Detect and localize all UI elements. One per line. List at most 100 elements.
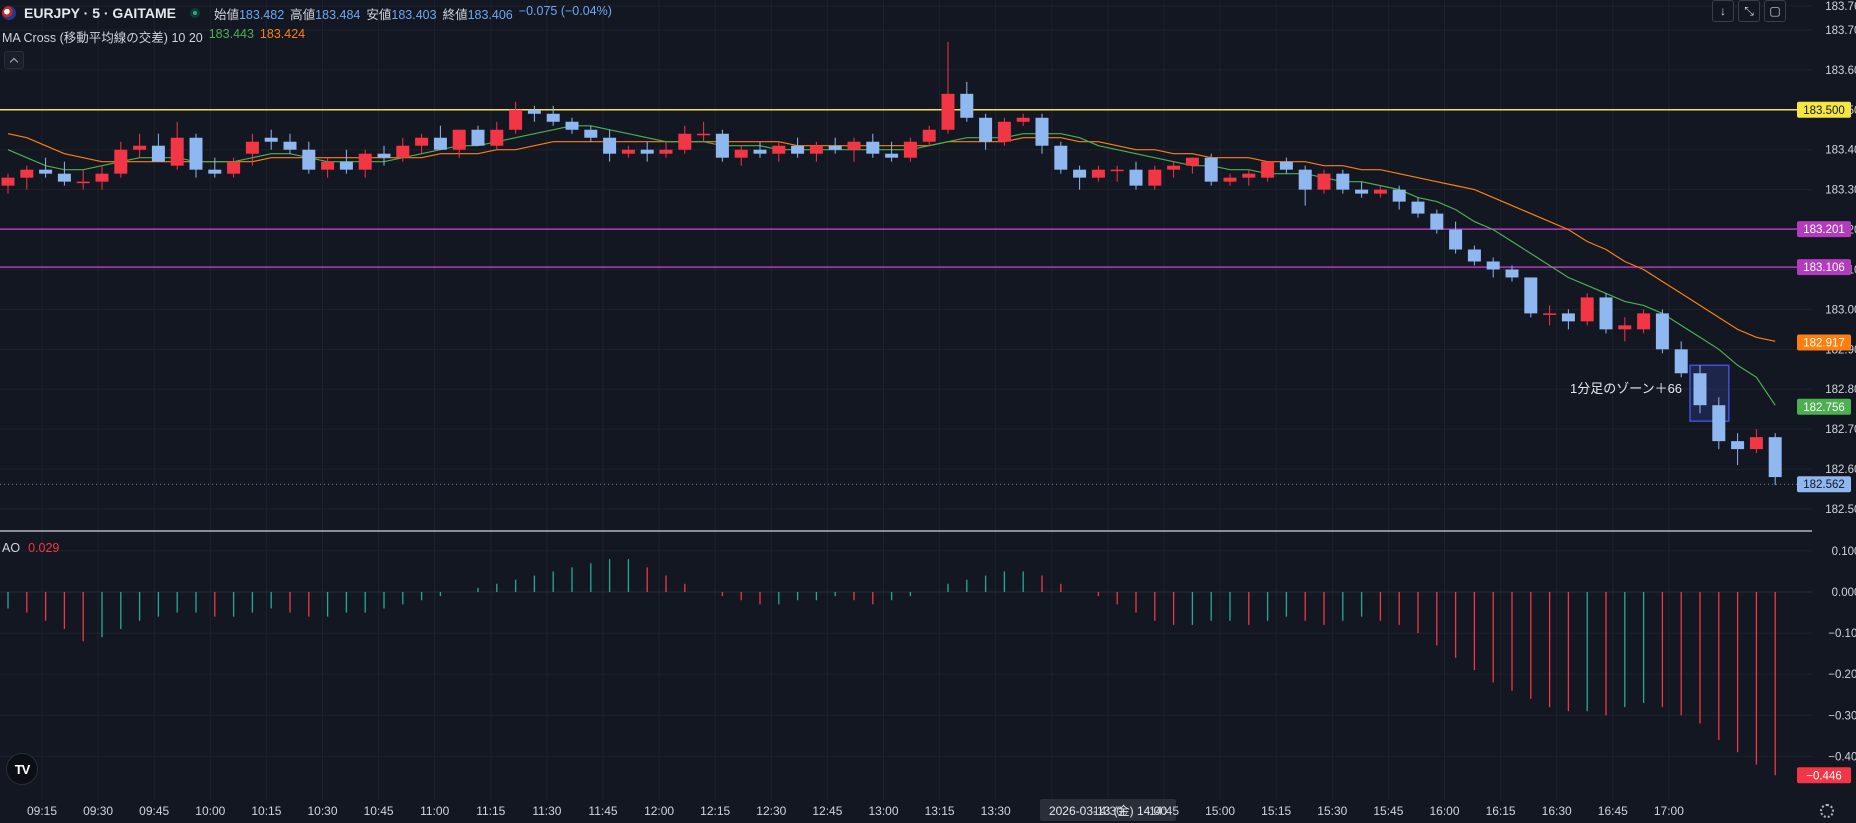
- candle-body: [1486, 261, 1500, 270]
- candle-body: [1129, 169, 1143, 186]
- candle-body: [527, 109, 541, 114]
- time-tick-label: 10:15: [251, 804, 281, 818]
- candle-body: [1505, 269, 1519, 278]
- candle-body: [546, 113, 560, 122]
- low-label: 安値: [366, 7, 392, 22]
- candle-body: [1185, 157, 1199, 166]
- time-tick-label: 12:45: [812, 804, 842, 818]
- time-tick-label: 16:45: [1598, 804, 1628, 818]
- candle-body: [1768, 437, 1782, 478]
- time-tick-label: 10:45: [364, 804, 394, 818]
- time-tick-label: 12:00: [644, 804, 674, 818]
- candle-body: [1543, 313, 1557, 315]
- candle-body: [1073, 169, 1087, 178]
- price-tick-label: 183.760: [1825, 1, 1856, 13]
- horizontal-lines[interactable]: [0, 109, 1812, 485]
- crosshair-date-label: 2026-03-13 (金) 14:00: [1049, 803, 1167, 818]
- maximize-icon[interactable]: ▢: [1764, 0, 1786, 22]
- candle-body: [603, 137, 617, 154]
- collapse-legend-button[interactable]: [4, 51, 24, 69]
- candle-body: [1599, 297, 1613, 330]
- time-tick-label: 17:00: [1654, 804, 1684, 818]
- time-tick-label: 16:00: [1429, 804, 1459, 818]
- price-axis[interactable]: 183.760 183.700 183.600 183.500 183.400 183.3…: [1797, 0, 1856, 823]
- candle-body: [979, 117, 993, 142]
- time-tick-label: 11:30: [532, 804, 561, 818]
- ao-tick-label: 0.000: [1832, 587, 1856, 599]
- tradingview-logo-icon[interactable]: TV: [6, 753, 38, 785]
- ao-histogram: [7, 559, 1776, 776]
- price-tick-label: 182.600: [1825, 464, 1856, 476]
- hline-price-badge-bg: [1797, 101, 1851, 118]
- arrow-down-icon[interactable]: ↓: [1712, 0, 1734, 22]
- price-tick-label: 182.500: [1825, 504, 1856, 516]
- ma-slow-line: [7, 133, 1776, 342]
- candle-body: [922, 129, 936, 142]
- candle-body: [1637, 313, 1651, 330]
- symbol-title[interactable]: EURJPY · 5 · GAITAME: [24, 5, 176, 21]
- ao-tick-label: −0.400: [1828, 751, 1856, 763]
- candle-body: [1731, 441, 1745, 450]
- gear-icon[interactable]: [1820, 804, 1834, 818]
- candle-body: [57, 173, 71, 182]
- candle-body: [415, 137, 429, 146]
- candle-body: [151, 145, 165, 162]
- candle-body: [1749, 437, 1763, 450]
- candle-body: [396, 145, 410, 158]
- zone-annotation[interactable]: 1分足のゾーン＋66: [1570, 381, 1682, 396]
- price-tick-label: 182.800: [1825, 384, 1856, 396]
- candle-body: [377, 153, 391, 158]
- ao-tick-label: −0.100: [1828, 628, 1856, 640]
- price-tick-label: 183.000: [1825, 304, 1856, 316]
- candle-body: [1054, 145, 1068, 170]
- candle-body: [170, 137, 184, 166]
- time-axis[interactable]: 09:15 09:30 09:45 10:00 10:15 10:30 10:45 11:00…: [27, 799, 1684, 821]
- candle-body: [997, 121, 1011, 142]
- chart-toolbar: ↓ ⤡ ▢: [1712, 0, 1786, 22]
- hline-price-badge: 183.500: [1803, 105, 1845, 117]
- candle-body: [753, 149, 767, 154]
- ao-title[interactable]: AO: [2, 541, 21, 555]
- price-tick-label: 183.300: [1825, 185, 1856, 197]
- candle-body: [903, 141, 917, 158]
- time-tick-label: 10:00: [195, 804, 225, 818]
- candle-body: [584, 129, 598, 138]
- candle-body: [1148, 169, 1162, 186]
- candle-body: [1355, 189, 1369, 194]
- candle-body: [809, 145, 823, 154]
- candle-body: [227, 161, 241, 174]
- time-tick-label: 16:15: [1486, 804, 1516, 818]
- candle-body: [1204, 157, 1218, 182]
- ma-cross-legend[interactable]: MA Cross (移動平均線の交差) 10 20 183.443 183.42…: [2, 27, 305, 46]
- candle-body: [1655, 313, 1669, 350]
- time-tick-label: 15:30: [1317, 804, 1347, 818]
- candle-body: [283, 141, 297, 150]
- candle-body: [1279, 161, 1293, 170]
- candle-body: [509, 109, 523, 130]
- change-value: −0.075 (−0.04%): [518, 3, 612, 18]
- time-tick-label: 15:15: [1261, 804, 1291, 818]
- candle-body: [20, 169, 34, 178]
- time-tick-label: 11:45: [588, 804, 617, 818]
- candle-body: [1618, 325, 1632, 330]
- price-tick-label: 183.700: [1825, 25, 1856, 37]
- ma-cross-title[interactable]: MA Cross (移動平均線の交差) 10 20: [2, 31, 203, 45]
- candle-body: [1110, 169, 1124, 172]
- candle-body: [133, 145, 147, 150]
- candle-body: [640, 149, 654, 154]
- candle-body: [208, 169, 222, 174]
- candle-body: [433, 137, 447, 150]
- candle-body: [1411, 201, 1425, 214]
- candle-body: [847, 141, 861, 150]
- ao-legend[interactable]: AO 0.029: [2, 541, 59, 555]
- ao-tick-label: −0.300: [1828, 710, 1856, 722]
- candle-body: [490, 129, 504, 146]
- ma-fast-line: [7, 125, 1776, 406]
- candle-body: [1242, 173, 1256, 178]
- high-label: 高値: [290, 7, 316, 22]
- symbol-flag-icon: [2, 6, 16, 20]
- time-tick-label: 11:15: [476, 804, 505, 818]
- collapse-icon[interactable]: ⤡: [1738, 0, 1760, 22]
- candle-body: [1016, 117, 1030, 122]
